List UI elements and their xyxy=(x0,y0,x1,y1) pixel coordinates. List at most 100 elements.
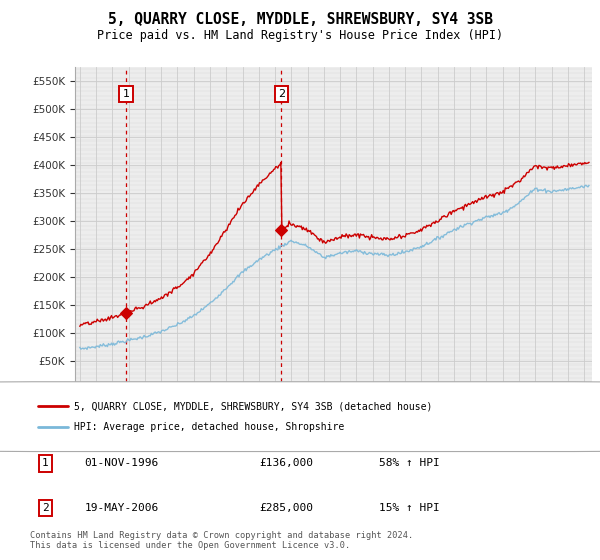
Bar xyxy=(75,281,592,283)
Bar xyxy=(75,330,592,332)
Bar xyxy=(75,57,592,59)
Bar xyxy=(75,155,592,157)
Bar xyxy=(75,393,592,395)
Bar xyxy=(75,74,592,77)
Bar xyxy=(75,276,592,278)
Bar xyxy=(75,204,592,207)
Text: 5, QUARRY CLOSE, MYDDLE, SHREWSBURY, SY4 3SB: 5, QUARRY CLOSE, MYDDLE, SHREWSBURY, SY4… xyxy=(107,12,493,27)
Bar xyxy=(75,128,592,130)
Bar xyxy=(75,307,592,310)
Bar xyxy=(75,79,592,81)
Text: 1: 1 xyxy=(122,89,130,99)
Bar xyxy=(75,218,592,220)
Point xyxy=(277,225,286,234)
Bar xyxy=(75,321,592,323)
Bar xyxy=(75,195,592,198)
Bar xyxy=(75,272,592,274)
Bar xyxy=(75,348,592,350)
Bar xyxy=(75,200,592,202)
Bar xyxy=(75,110,592,113)
Bar xyxy=(75,146,592,148)
Bar xyxy=(75,366,592,368)
Bar xyxy=(75,384,592,386)
FancyBboxPatch shape xyxy=(0,382,600,451)
Text: £136,000: £136,000 xyxy=(259,459,313,468)
Point xyxy=(121,309,131,318)
Bar xyxy=(75,101,592,104)
Bar xyxy=(75,61,592,63)
Bar xyxy=(75,66,592,68)
Text: HPI: Average price, detached house, Shropshire: HPI: Average price, detached house, Shro… xyxy=(74,422,344,432)
Bar xyxy=(75,142,592,144)
Bar xyxy=(75,379,592,381)
Bar xyxy=(75,294,592,296)
Bar xyxy=(75,370,592,372)
Text: 15% ↑ HPI: 15% ↑ HPI xyxy=(379,503,440,513)
Bar xyxy=(75,415,592,417)
Bar xyxy=(75,151,592,153)
Bar xyxy=(75,213,592,216)
Bar xyxy=(75,397,592,399)
Bar xyxy=(75,352,592,354)
Bar xyxy=(75,106,592,108)
Text: 2: 2 xyxy=(278,89,285,99)
Text: Price paid vs. HM Land Registry's House Price Index (HPI): Price paid vs. HM Land Registry's House … xyxy=(97,29,503,42)
Bar xyxy=(75,402,592,404)
Bar xyxy=(75,263,592,265)
Bar xyxy=(75,361,592,363)
Bar xyxy=(75,303,592,305)
Bar xyxy=(75,357,592,359)
Bar xyxy=(75,316,592,319)
Bar xyxy=(75,70,592,72)
Bar xyxy=(75,173,592,175)
Bar xyxy=(75,231,592,234)
Bar xyxy=(75,325,592,328)
Bar xyxy=(75,92,592,95)
Bar xyxy=(75,88,592,90)
Text: 1: 1 xyxy=(42,459,49,468)
Bar xyxy=(75,186,592,189)
Bar xyxy=(75,182,592,184)
Text: 2: 2 xyxy=(42,503,49,513)
Bar xyxy=(75,343,592,346)
Bar xyxy=(75,406,592,408)
Bar xyxy=(75,339,592,341)
Bar xyxy=(75,52,592,54)
Bar xyxy=(75,249,592,251)
Bar xyxy=(75,285,592,287)
Bar xyxy=(75,178,592,180)
Bar xyxy=(75,119,592,122)
Bar xyxy=(75,222,592,225)
Bar xyxy=(75,164,592,166)
Bar xyxy=(75,236,592,238)
Bar xyxy=(75,83,592,86)
Bar xyxy=(75,209,592,211)
Bar xyxy=(75,160,592,162)
Bar xyxy=(75,169,592,171)
Bar xyxy=(75,410,592,413)
Text: Contains HM Land Registry data © Crown copyright and database right 2024.
This d: Contains HM Land Registry data © Crown c… xyxy=(30,530,413,550)
Bar xyxy=(75,191,592,193)
Bar xyxy=(75,137,592,139)
Text: 58% ↑ HPI: 58% ↑ HPI xyxy=(379,459,440,468)
Bar xyxy=(75,124,592,126)
Bar xyxy=(75,258,592,260)
Bar xyxy=(75,254,592,256)
Text: 19-MAY-2006: 19-MAY-2006 xyxy=(85,503,159,513)
Bar xyxy=(75,115,592,117)
Bar xyxy=(75,375,592,377)
Bar xyxy=(75,267,592,269)
Bar xyxy=(75,388,592,390)
Bar xyxy=(75,312,592,314)
Text: 01-NOV-1996: 01-NOV-1996 xyxy=(85,459,159,468)
Text: 5, QUARRY CLOSE, MYDDLE, SHREWSBURY, SY4 3SB (detached house): 5, QUARRY CLOSE, MYDDLE, SHREWSBURY, SY4… xyxy=(74,401,432,411)
Bar xyxy=(75,334,592,337)
Bar xyxy=(75,298,592,301)
Bar xyxy=(75,97,592,99)
Bar xyxy=(75,133,592,135)
Bar xyxy=(75,227,592,229)
Bar xyxy=(75,240,592,242)
Bar xyxy=(75,245,592,247)
Text: £285,000: £285,000 xyxy=(259,503,313,513)
Bar xyxy=(75,290,592,292)
